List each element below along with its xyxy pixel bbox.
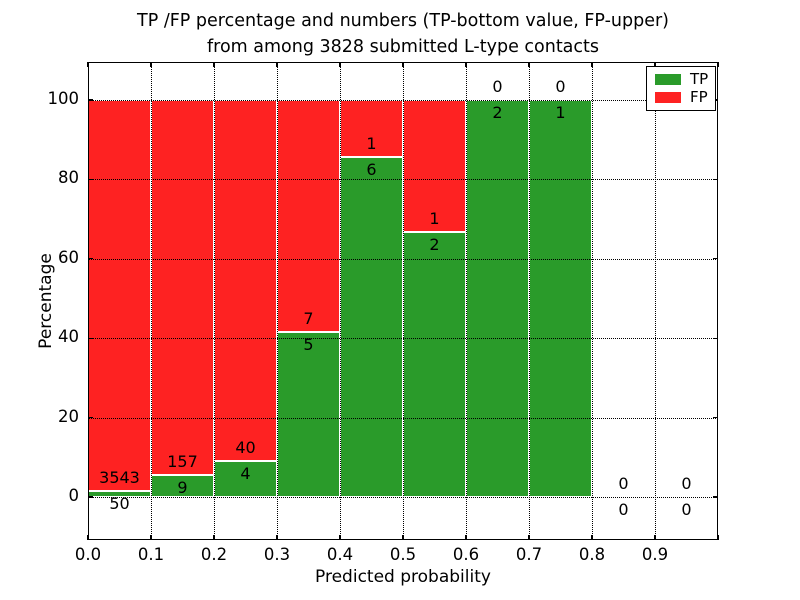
x-tick-label: 0.8 <box>578 545 606 564</box>
x-tick-label: 0.4 <box>326 545 354 564</box>
legend-item-tp: TP <box>655 69 709 88</box>
legend-label-fp: FP <box>690 88 708 107</box>
bar-label-tp: 9 <box>177 478 188 498</box>
x-tick-mark <box>213 535 215 540</box>
v-gridline <box>655 62 656 540</box>
x-tick-label: 0.9 <box>641 545 669 564</box>
x-tick-mark <box>87 535 89 540</box>
y-tick-mark <box>88 258 93 260</box>
x-tick-mark <box>339 62 341 67</box>
bar-label-fp: 40 <box>235 437 256 457</box>
y-tick-mark <box>88 178 93 181</box>
x-tick-label: 0.3 <box>263 545 291 564</box>
y-tick-mark <box>713 337 718 339</box>
bar-label-tp: 0 <box>618 500 629 519</box>
v-gridline <box>529 62 530 540</box>
bar-label-fp: 3543 <box>99 468 140 488</box>
x-tick-label: 0.2 <box>200 545 228 564</box>
x-tick-label: 0.6 <box>452 545 480 564</box>
bar-segment-tp <box>214 460 277 497</box>
bar-label-fp: 0 <box>492 77 503 96</box>
v-gridline <box>151 62 152 540</box>
x-tick-mark <box>465 535 467 540</box>
x-tick-mark <box>213 62 215 67</box>
x-tick-mark <box>87 62 89 67</box>
bar-label-fp: 1 <box>429 209 440 229</box>
bar-label-fp: 0 <box>555 77 566 96</box>
bar-label-fp: 0 <box>618 474 629 493</box>
x-tick-mark <box>339 535 341 540</box>
v-gridline <box>340 62 341 540</box>
bar-segment-tp <box>277 331 340 497</box>
x-tick-mark <box>717 535 719 540</box>
bar-label-tp: 5 <box>303 334 314 354</box>
legend: TP FP <box>646 66 716 111</box>
tp-color-swatch-icon <box>655 73 681 85</box>
bar-segment-tp <box>466 100 529 497</box>
bar-segment-fp <box>151 100 214 476</box>
x-tick-mark <box>276 535 278 540</box>
x-tick-mark <box>528 535 530 540</box>
y-tick-mark <box>88 417 93 419</box>
x-tick-mark <box>402 62 404 67</box>
bar-segment-tp <box>529 100 592 497</box>
x-tick-mark <box>654 62 656 67</box>
bar-label-tp: 6 <box>366 159 377 179</box>
x-axis-label: Predicted probability <box>315 567 491 587</box>
x-tick-mark <box>150 62 152 67</box>
bar-label-tp: 50 <box>109 494 130 514</box>
x-tick-label: 0.1 <box>137 545 165 564</box>
y-tick-mark <box>88 99 93 101</box>
x-tick-mark <box>465 62 467 67</box>
bar-label-fp: 1 <box>366 133 377 153</box>
y-tick-label: 20 <box>58 406 79 426</box>
bar-label-tp: 1 <box>555 103 566 122</box>
x-tick-label: 0.0 <box>74 545 102 564</box>
x-tick-label: 0.5 <box>389 545 417 564</box>
bar-segment-tp <box>403 232 466 497</box>
y-tick-label: 100 <box>47 89 80 108</box>
x-tick-mark <box>591 62 593 67</box>
bar-label-tp: 0 <box>681 500 692 519</box>
plot-area: 3543 50 157 9 40 4 7 5 1 6 1 2 0 2 0 1 0 0 0 0 0.0 0.1 0.2 0.3 0… <box>48 62 719 564</box>
bar-segment-fp <box>88 100 151 492</box>
x-tick-label: 0.7 <box>515 545 543 564</box>
y-tick-mark <box>713 178 718 181</box>
v-gridline <box>466 62 467 540</box>
y-tick-mark <box>713 496 718 498</box>
y-tick-mark <box>88 337 93 339</box>
x-tick-mark <box>276 62 278 67</box>
x-tick-mark <box>402 535 404 540</box>
x-tick-mark <box>528 62 530 67</box>
bar-label-tp: 2 <box>492 103 503 122</box>
legend-label-tp: TP <box>690 69 709 88</box>
v-gridline <box>277 62 278 540</box>
x-tick-mark <box>717 62 719 67</box>
chart-title-line2: from among 3828 submitted L-type contact… <box>206 37 600 57</box>
bar-label-fp: 157 <box>167 452 198 472</box>
v-gridline <box>214 62 215 540</box>
bar-label-fp: 0 <box>681 474 692 493</box>
chart-title-line1: TP /FP percentage and numbers (TP-bottom… <box>137 11 669 31</box>
x-tick-mark <box>150 535 152 540</box>
y-tick-mark <box>713 258 718 260</box>
fp-color-swatch-icon <box>655 92 681 104</box>
bar-label-tp: 2 <box>429 235 440 255</box>
v-gridline <box>403 62 404 540</box>
y-tick-label: 80 <box>58 168 79 188</box>
y-tick-mark <box>713 417 718 419</box>
y-tick-mark <box>88 496 93 498</box>
x-tick-mark <box>591 535 593 540</box>
v-gridline <box>592 62 593 540</box>
x-tick-mark <box>654 535 656 540</box>
bar-label-tp: 4 <box>240 463 251 483</box>
legend-item-fp: FP <box>655 88 708 107</box>
bar-label-fp: 7 <box>303 308 314 328</box>
y-tick-label: 40 <box>58 327 79 347</box>
bar-segment-fp <box>214 100 277 461</box>
y-tick-label: 60 <box>58 247 79 267</box>
y-tick-label: 0 <box>68 486 80 505</box>
